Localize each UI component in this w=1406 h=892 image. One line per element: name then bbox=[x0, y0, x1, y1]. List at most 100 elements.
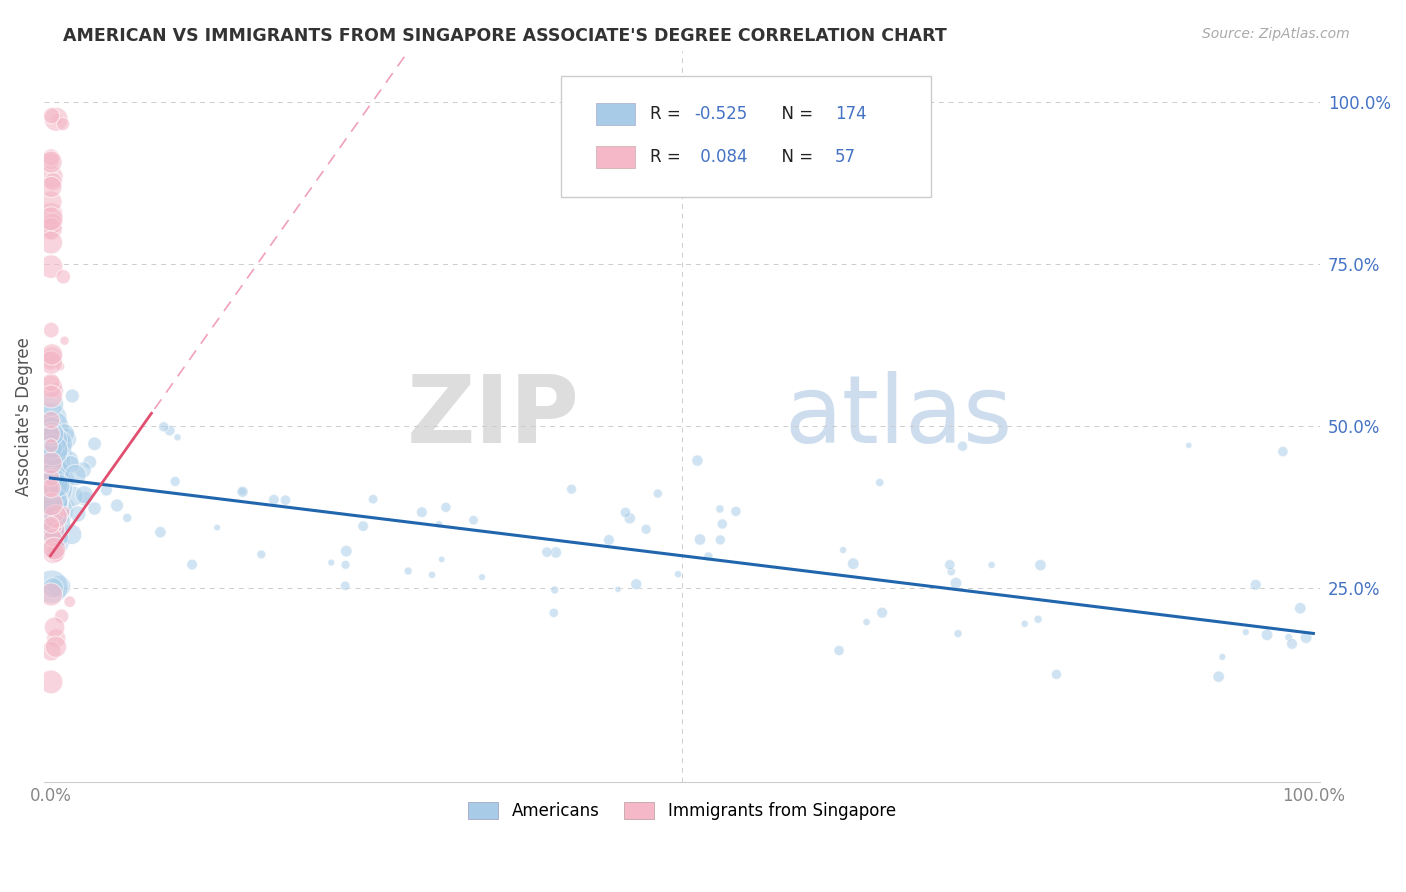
Point bbox=[709, 533, 731, 547]
Point bbox=[42, 454, 65, 468]
Point bbox=[42, 175, 65, 189]
Point bbox=[686, 453, 709, 467]
Point bbox=[159, 424, 181, 438]
Point bbox=[166, 430, 188, 444]
Point bbox=[59, 595, 82, 609]
Point bbox=[44, 445, 66, 459]
Point bbox=[39, 379, 62, 393]
Point bbox=[42, 517, 65, 532]
Point bbox=[614, 506, 637, 520]
Point bbox=[411, 505, 433, 519]
Legend: Americans, Immigrants from Singapore: Americans, Immigrants from Singapore bbox=[461, 795, 903, 827]
Point bbox=[1178, 438, 1201, 452]
Point bbox=[45, 430, 67, 444]
Point bbox=[626, 577, 648, 591]
FancyBboxPatch shape bbox=[561, 77, 931, 197]
Point bbox=[39, 353, 62, 368]
Point bbox=[39, 155, 62, 169]
Point bbox=[263, 492, 285, 507]
Point bbox=[42, 458, 65, 472]
Point bbox=[42, 509, 65, 524]
Point bbox=[39, 674, 62, 689]
Point bbox=[619, 511, 641, 525]
Point bbox=[39, 389, 62, 403]
FancyBboxPatch shape bbox=[596, 103, 634, 125]
Point bbox=[39, 481, 62, 495]
Point bbox=[396, 564, 419, 578]
Point bbox=[45, 632, 67, 646]
Text: R =: R = bbox=[650, 105, 686, 123]
Point bbox=[46, 500, 69, 515]
Point bbox=[39, 481, 62, 495]
Point bbox=[39, 194, 62, 209]
Point bbox=[41, 526, 63, 541]
Point bbox=[945, 576, 967, 591]
Point bbox=[52, 473, 75, 487]
Point bbox=[60, 527, 83, 541]
Point bbox=[41, 450, 63, 464]
Point bbox=[83, 437, 105, 451]
Point bbox=[39, 207, 62, 221]
Point bbox=[45, 455, 67, 469]
Point bbox=[41, 443, 63, 458]
Point bbox=[543, 606, 565, 620]
Point bbox=[56, 499, 79, 513]
Point bbox=[231, 484, 253, 499]
Text: N =: N = bbox=[770, 148, 818, 166]
Point bbox=[73, 488, 96, 502]
Point bbox=[152, 420, 174, 434]
Point bbox=[711, 516, 734, 531]
Point bbox=[41, 516, 63, 531]
Point bbox=[1208, 670, 1230, 684]
Point bbox=[45, 464, 67, 478]
Point bbox=[1289, 601, 1312, 615]
Point bbox=[96, 483, 118, 497]
Point bbox=[1029, 558, 1052, 573]
Point bbox=[39, 456, 62, 470]
Point bbox=[41, 486, 63, 500]
Point bbox=[205, 520, 228, 534]
Point bbox=[42, 433, 65, 447]
Point bbox=[53, 334, 76, 348]
Point bbox=[41, 475, 63, 490]
Point bbox=[165, 475, 187, 489]
Point bbox=[41, 442, 63, 456]
Point bbox=[41, 411, 63, 425]
Point bbox=[45, 640, 67, 654]
Point bbox=[44, 620, 66, 634]
Point bbox=[709, 502, 731, 516]
Point bbox=[39, 497, 62, 511]
Point bbox=[39, 517, 62, 532]
Text: -0.525: -0.525 bbox=[695, 105, 748, 123]
Point bbox=[1026, 612, 1049, 626]
FancyBboxPatch shape bbox=[596, 145, 634, 168]
Point bbox=[980, 558, 1002, 572]
Point bbox=[58, 453, 80, 467]
Point bbox=[832, 543, 855, 558]
Point bbox=[41, 449, 63, 463]
Point bbox=[636, 522, 658, 536]
Point bbox=[607, 582, 630, 597]
Text: ZIP: ZIP bbox=[406, 370, 579, 463]
Point bbox=[115, 511, 138, 525]
Point bbox=[41, 499, 63, 513]
Point bbox=[689, 533, 711, 547]
Point bbox=[45, 509, 67, 524]
Point bbox=[53, 426, 76, 441]
Point bbox=[48, 482, 70, 496]
Point bbox=[647, 486, 669, 500]
Point bbox=[73, 491, 96, 506]
Point bbox=[41, 502, 63, 516]
Point bbox=[1045, 667, 1067, 681]
Point bbox=[48, 437, 70, 451]
Point bbox=[41, 444, 63, 458]
Point bbox=[697, 549, 720, 564]
Point bbox=[41, 495, 63, 509]
Point bbox=[1256, 628, 1278, 642]
Point bbox=[46, 485, 69, 500]
Point bbox=[41, 347, 63, 361]
Point bbox=[232, 484, 254, 499]
Point bbox=[41, 429, 63, 443]
Text: Source: ZipAtlas.com: Source: ZipAtlas.com bbox=[1202, 27, 1350, 41]
Point bbox=[42, 433, 65, 447]
